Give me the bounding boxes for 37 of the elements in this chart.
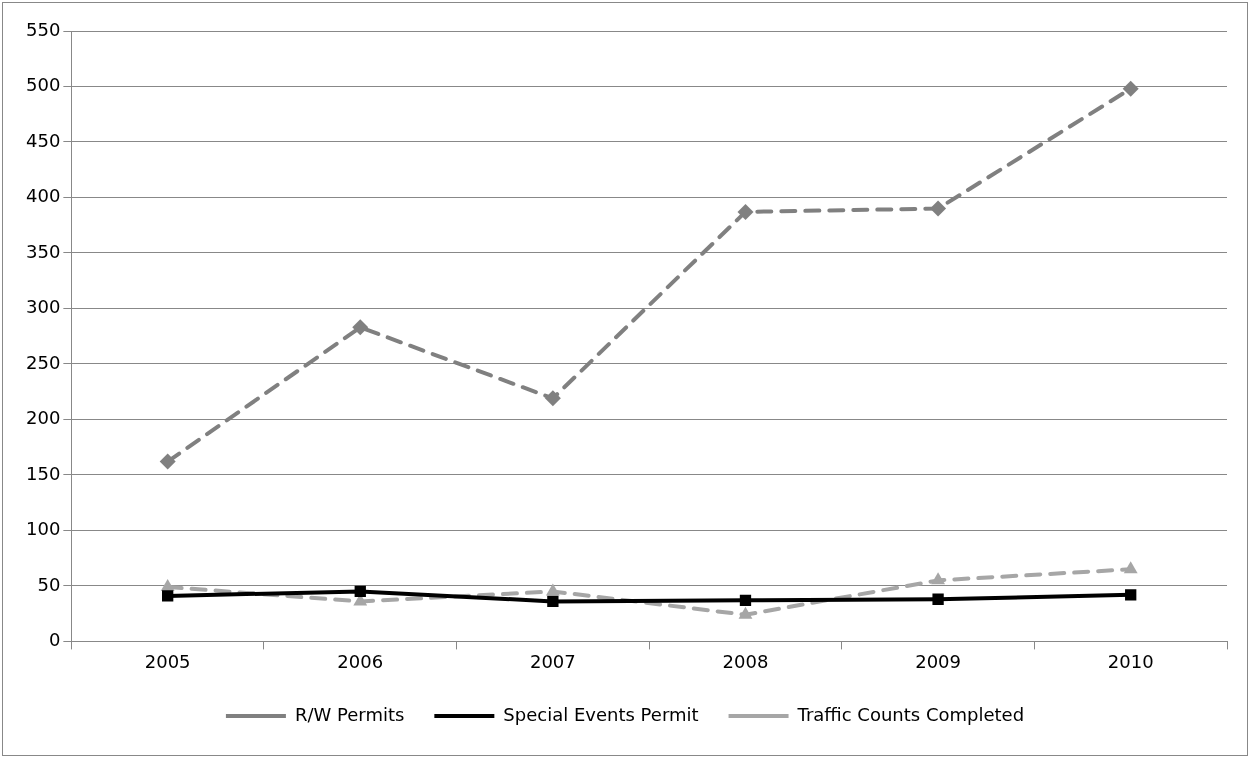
point (1122, 80, 1139, 97)
y-tick-label: 500 (26, 74, 61, 96)
point (544, 390, 561, 407)
y-tick-label: 50 (37, 573, 61, 595)
point (932, 593, 944, 605)
point (352, 319, 369, 336)
point (931, 572, 946, 585)
point (547, 595, 559, 608)
x-tick-label: 2010 (1107, 650, 1154, 672)
y-tick-label: 150 (26, 462, 61, 484)
x-tick-label: 2005 (144, 650, 191, 672)
x-tick-label: 2008 (722, 650, 769, 672)
y-tick-label: 100 (26, 518, 61, 540)
y-tick-label: 300 (26, 296, 61, 318)
point (738, 606, 753, 619)
y-tick-label: 400 (26, 185, 61, 207)
point (739, 594, 752, 606)
y-tick-label: 250 (26, 351, 61, 373)
y-tick-label: 350 (26, 240, 61, 262)
legend-label: R/W Permits (294, 703, 405, 725)
x-tick-label: 2007 (529, 650, 576, 672)
legend-label: Special Events Permit (503, 703, 699, 725)
y-tick-label: 450 (26, 129, 61, 151)
y-tick-label: 550 (26, 18, 61, 40)
point (545, 583, 560, 596)
y-tick-label: 0 (48, 629, 61, 651)
point (162, 590, 174, 602)
point (354, 585, 366, 598)
x-tick-label: 2009 (915, 650, 961, 672)
legend-label: Traffic Counts Completed (796, 703, 1025, 725)
x-tick-label: 2006 (337, 650, 384, 672)
y-tick-label: 200 (26, 407, 61, 429)
point (737, 203, 754, 220)
point (159, 453, 176, 470)
point (1123, 561, 1138, 574)
point (1125, 589, 1137, 601)
point (930, 200, 947, 217)
